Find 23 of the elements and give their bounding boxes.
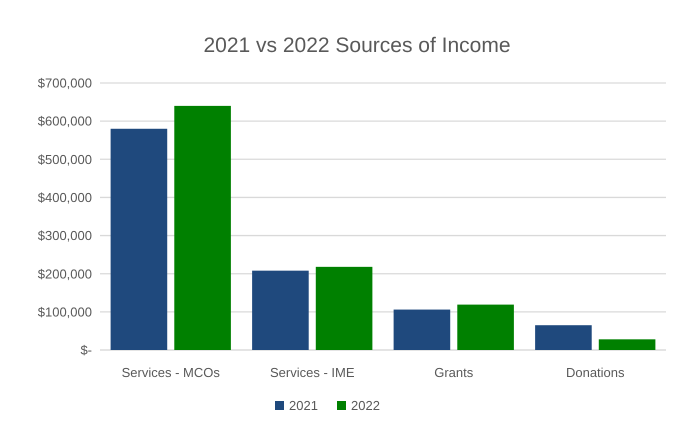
x-tick-label: Services - IME: [270, 365, 355, 380]
y-tick-label: $300,000: [38, 228, 92, 244]
x-tick-label: Donations: [566, 365, 626, 380]
bar: [174, 106, 231, 350]
bar: [110, 128, 168, 350]
y-tick-label: $600,000: [38, 114, 92, 129]
y-tick-label: $100,000: [38, 304, 92, 320]
y-tick-label: $200,000: [38, 266, 92, 282]
legend-label: 2021: [289, 398, 318, 413]
legend-label: 2022: [351, 398, 380, 413]
x-tick-label: Grants: [434, 365, 474, 380]
bar: [252, 270, 309, 350]
y-tick-label: $700,000: [38, 76, 92, 91]
y-tick-label: $400,000: [38, 190, 92, 205]
bar: [457, 304, 514, 350]
bar: [394, 310, 450, 350]
bar: [535, 325, 592, 350]
bar: [598, 339, 656, 350]
y-tick-label: $-: [80, 342, 92, 358]
bar: [316, 266, 372, 350]
y-tick-label: $500,000: [38, 152, 92, 167]
x-tick-label: Services - MCOs: [122, 365, 220, 380]
chart-title: 2021 vs 2022 Sources of Income: [203, 34, 511, 57]
